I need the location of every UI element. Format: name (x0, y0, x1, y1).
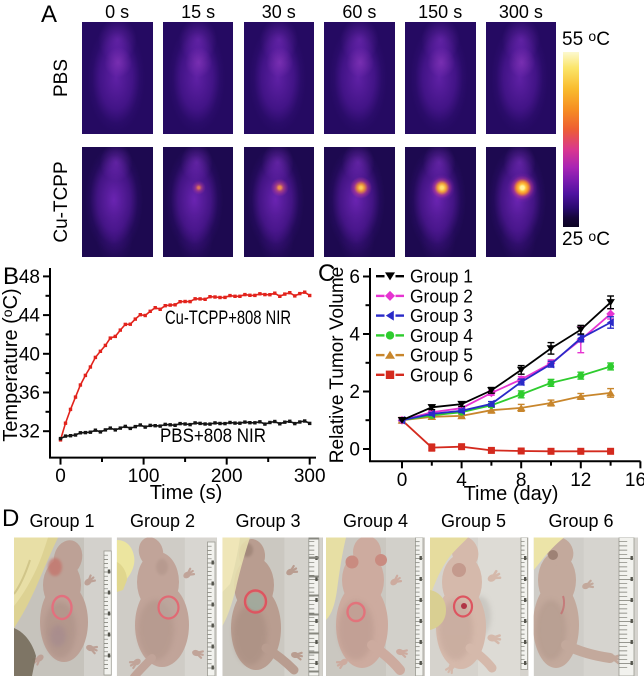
svg-text:Group 2: Group 2 (410, 285, 473, 306)
svg-text:300: 300 (294, 466, 326, 487)
svg-text:Time (day): Time (day) (464, 483, 559, 505)
svg-text:100: 100 (128, 466, 160, 487)
svg-text:Cu-TCPP+808 NIR: Cu-TCPP+808 NIR (165, 308, 291, 329)
svg-text:0: 0 (349, 440, 360, 461)
svg-text:36: 36 (19, 383, 40, 404)
svg-text:0: 0 (55, 466, 66, 487)
svg-text:40: 40 (19, 344, 40, 365)
svg-text:Group 6: Group 6 (410, 364, 473, 385)
svg-text:Group 3: Group 3 (410, 305, 473, 326)
svg-text:8: 8 (516, 470, 527, 491)
svg-text:Temperature (oC): Temperature (oC) (0, 288, 22, 441)
svg-text:6: 6 (349, 267, 360, 288)
svg-text:Group 5: Group 5 (410, 345, 473, 366)
svg-text:2: 2 (349, 382, 360, 403)
svg-text:12: 12 (570, 470, 591, 491)
svg-text:4: 4 (349, 325, 360, 346)
svg-text:4: 4 (456, 470, 467, 491)
svg-text:0: 0 (397, 470, 408, 491)
svg-text:32: 32 (19, 422, 40, 443)
svg-text:200: 200 (211, 466, 243, 487)
svg-text:Relative Tumor Volume: Relative Tumor Volume (327, 267, 348, 463)
svg-text:48: 48 (19, 267, 40, 288)
svg-text:Time (s): Time (s) (150, 482, 223, 504)
svg-text:Group 1: Group 1 (410, 266, 473, 287)
svg-text:16: 16 (625, 470, 644, 491)
svg-text:Group 4: Group 4 (410, 325, 473, 346)
svg-text:PBS+808 NIR: PBS+808 NIR (160, 426, 266, 447)
svg-text:44: 44 (19, 306, 41, 327)
